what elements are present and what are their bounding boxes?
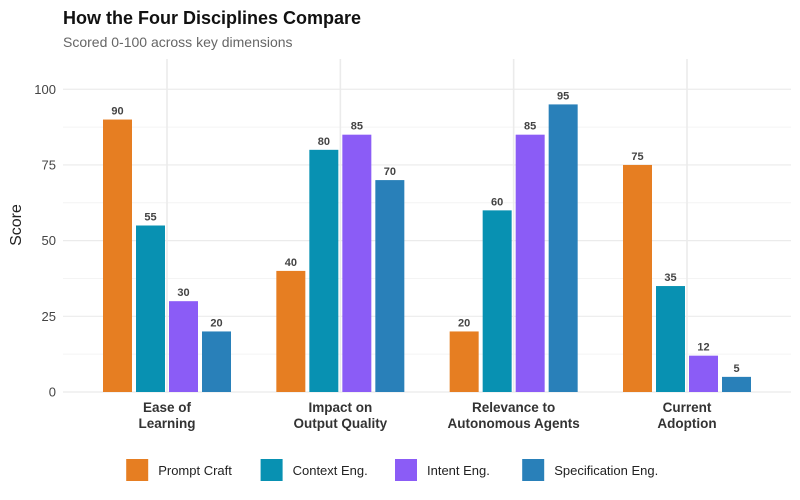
x-tick-label: Current Adoption	[657, 400, 716, 431]
data-label: 80	[318, 136, 330, 148]
chart-subtitle: Scored 0-100 across key dimensions	[63, 34, 293, 50]
bar	[515, 134, 545, 392]
bar	[623, 164, 652, 392]
data-label: 40	[285, 257, 297, 269]
y-tick-label: 50	[42, 233, 56, 248]
x-tick-label: Ease of Learning	[138, 400, 195, 431]
y-axis-label: Score	[8, 204, 25, 246]
data-label: 70	[384, 166, 396, 178]
data-label: 12	[697, 342, 709, 354]
bar	[309, 149, 339, 392]
data-label: 20	[458, 317, 470, 329]
data-label: 35	[664, 272, 676, 284]
data-label: 60	[491, 196, 503, 208]
bar	[722, 376, 751, 392]
axes: 0 25 50 75 100 Ease of Learning Impact on Output…	[34, 82, 716, 431]
bar	[276, 270, 306, 392]
bar	[202, 331, 231, 392]
data-label: 85	[524, 121, 536, 133]
legend: Prompt Craft Context Eng. Intent Eng. Speci…	[126, 459, 658, 481]
data-label: 85	[351, 121, 363, 133]
bar	[169, 301, 198, 392]
y-tick-label: 75	[42, 157, 56, 172]
bar	[103, 119, 132, 392]
y-tick-label: 100	[34, 82, 56, 97]
data-label: 75	[631, 151, 643, 163]
bar	[689, 355, 718, 392]
legend-label: Specification Eng.	[554, 463, 658, 478]
legend-label: Context Eng.	[293, 463, 368, 478]
data-label: 95	[557, 90, 569, 102]
bar	[482, 210, 512, 392]
bar	[375, 180, 405, 392]
legend-swatch	[522, 459, 545, 481]
data-label: 20	[210, 317, 222, 329]
data-label: 55	[144, 212, 156, 224]
bar	[342, 134, 372, 392]
y-tick-label: 25	[42, 309, 56, 324]
data-label: 90	[111, 106, 123, 118]
data-label: 30	[177, 287, 189, 299]
legend-label: Intent Eng.	[427, 463, 490, 478]
bar	[656, 286, 685, 392]
bar	[136, 225, 165, 392]
bars: 90 40 20 75 55 80 60 35 30 85 85 12 20 70 95 5	[103, 90, 751, 392]
legend-label: Prompt Craft	[158, 463, 232, 478]
legend-swatch	[260, 459, 283, 481]
y-tick-label: 0	[49, 385, 56, 400]
bar	[548, 104, 578, 392]
x-tick-label: Impact on Output Quality	[293, 400, 387, 431]
data-label: 5	[733, 363, 739, 375]
bar	[449, 331, 479, 392]
chart-title: How the Four Disciplines Compare	[63, 8, 361, 28]
legend-swatch	[395, 459, 417, 481]
x-tick-label: Relevance to Autonomous Agents	[448, 400, 580, 431]
legend-swatch	[126, 459, 149, 481]
